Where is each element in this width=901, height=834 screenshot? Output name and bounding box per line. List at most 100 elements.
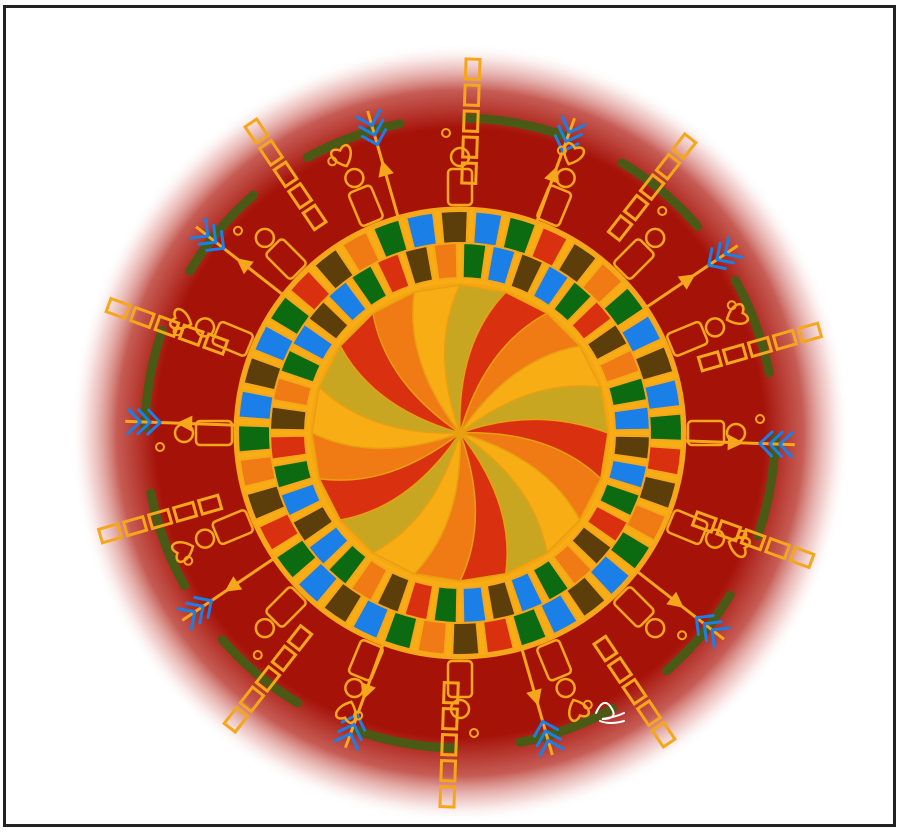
figure-icon [536,145,576,227]
heart-icon [334,700,357,724]
stripe-block [296,561,340,605]
stripe-block [432,242,459,281]
stripe-block [580,261,624,305]
figure-icon [232,225,307,280]
stripe-block [288,269,332,313]
stripe-block [416,618,448,656]
stripe-block [645,445,683,477]
pinwheel-blade [459,385,609,435]
arrows [125,109,795,757]
stripe-block [608,529,652,572]
figure-icon [613,205,668,280]
stripe-block [257,511,301,553]
olive-arc [617,158,703,231]
stripe-block [601,285,646,329]
figure-icon [666,509,748,549]
stripe-block [237,389,275,421]
mandala-artwork [70,43,850,823]
stripe-block [245,484,287,522]
stripe-block [451,621,481,656]
stripe-block [237,424,272,454]
stripe-block [637,474,678,511]
stripe-block [405,211,438,250]
pinwheel-icon [311,284,609,582]
figure-icon [686,414,765,447]
stripe-block [242,355,283,392]
stripe-block [371,218,409,260]
ladder-icon [696,321,824,373]
olive-arc [460,113,568,140]
stripe-block [482,616,515,655]
arrow-icon [532,115,587,232]
stripe-block [321,581,364,625]
arrow-icon [628,564,731,649]
olive-arc [302,119,405,162]
stripe-block [648,412,683,442]
stripe-block [269,405,308,432]
ladder-icon [104,296,230,356]
stripe-block [461,585,488,624]
stripe-block [252,324,296,364]
figure-icon [441,128,474,207]
stripe-block [612,405,651,432]
olive-arc [146,488,189,591]
figure-icon [613,586,688,641]
heart-icon [725,303,749,325]
ladder-icon [242,116,329,232]
artwork-frame [3,5,896,827]
arrow-icon [189,217,292,302]
arrow-icon [176,551,283,631]
stripe-block [624,502,668,542]
olive-arc [352,726,460,753]
stripe-block [472,210,504,248]
striped-band [237,210,683,656]
ladder-icon [606,131,698,243]
stripe-block [238,455,277,488]
olive-arc [217,635,303,708]
figure-band [155,128,765,738]
ladder-icon [222,623,314,735]
stripe-block [268,294,312,337]
figure-icon [666,300,737,357]
heart-icon [563,142,586,166]
stripe-block [643,378,682,411]
stripe-block [556,241,599,285]
stripe-block [538,592,580,636]
arrow-icon [355,109,403,227]
stripe-block [564,574,608,619]
stripe-block [633,344,675,382]
stripe-block [461,242,488,281]
figure-icon [446,659,479,738]
heart-icon [568,698,590,722]
heart-icon [169,307,193,330]
heart-icon [171,541,195,563]
stripe-block [269,434,308,461]
olive-arcs [140,113,780,753]
stripe-block [432,585,459,624]
heart-icon [330,144,352,168]
figure-icon [155,419,234,452]
signature-icon [595,702,625,724]
olive-arc [731,275,774,378]
stripe-block [351,597,391,641]
figure-icon [252,586,307,661]
olive-arc [185,190,258,276]
olive-arc [140,325,167,433]
stripe-block [529,225,569,269]
stripe-block [612,434,651,461]
olive-arc [515,704,618,747]
stripe-block [312,247,356,292]
signature-mark [595,702,625,724]
stripe-block [619,313,663,355]
stripe-block [511,606,549,648]
figure-icon [183,509,254,566]
stripe-block [340,230,382,274]
stripe-block [501,215,538,256]
stripe-block [439,210,469,245]
olive-arc [753,433,780,541]
stripe-block [274,537,319,581]
olive-arc [662,590,735,676]
arrow-icon [637,235,744,315]
ladder-icon [96,493,224,545]
stripe-block [588,553,632,597]
